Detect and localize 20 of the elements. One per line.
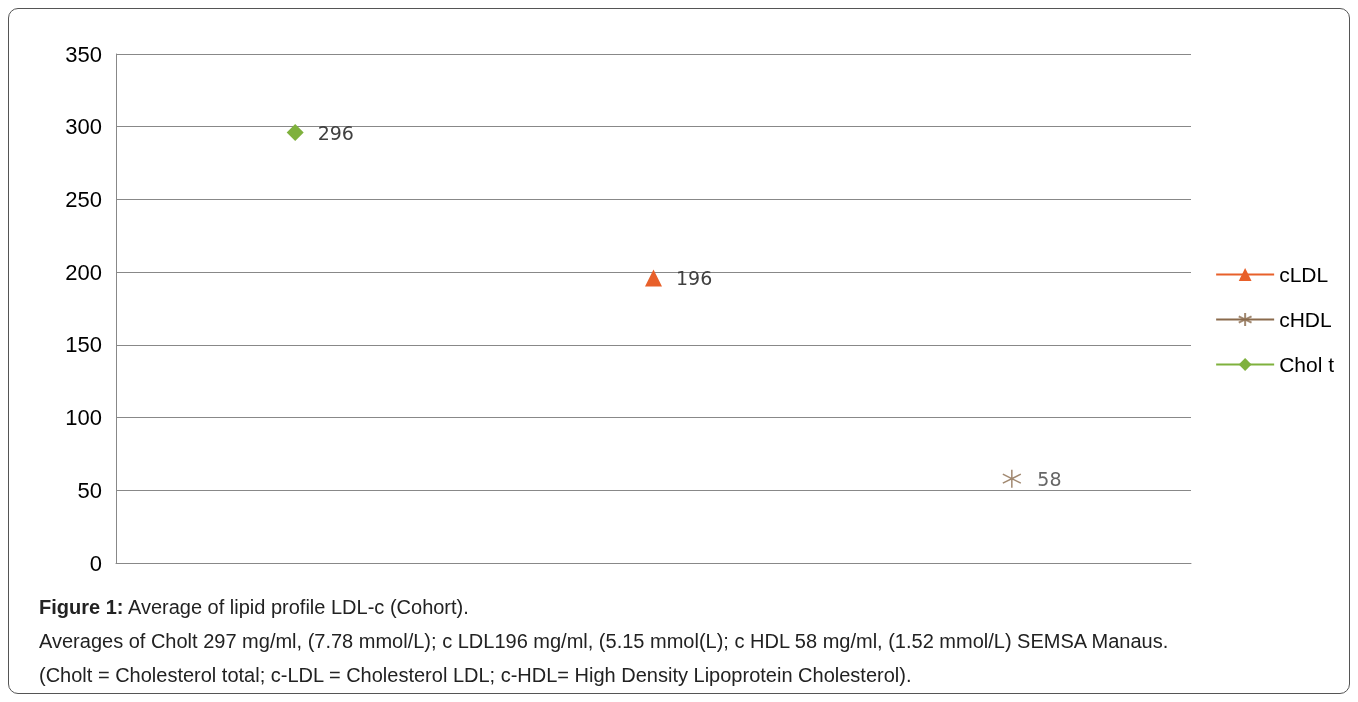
y-tick-label: 300 bbox=[65, 114, 102, 140]
point bbox=[286, 124, 304, 142]
y-tick-label: 350 bbox=[65, 41, 102, 67]
point bbox=[645, 269, 662, 287]
legend-label: Chol t bbox=[1279, 353, 1335, 376]
data-label: 58 bbox=[1037, 467, 1062, 490]
caption: Figure 1: Average of lipid profile LDL-c (Cohort). bbox=[39, 596, 469, 618]
data-label: 196 bbox=[676, 266, 713, 289]
legend-label: cLDL bbox=[1279, 263, 1329, 286]
point bbox=[1002, 468, 1022, 489]
y-tick-label: 250 bbox=[65, 186, 102, 212]
text: Averages of Cholt 297 mg/ml, (7.78 mmol/L); c LDL196 mg/ml, (5.15 mmol(L); c HDL 58 mg/ml, (1.52 mmol/L) SEMSA Manaus. bbox=[39, 630, 1169, 652]
y-tick-label: 200 bbox=[65, 259, 102, 285]
legend-label: cHDL bbox=[1279, 308, 1332, 331]
y-tick-label: 150 bbox=[65, 332, 102, 358]
data-label: 296 bbox=[317, 121, 354, 144]
y-tick-label: 0 bbox=[89, 550, 102, 576]
y-tick-label: 50 bbox=[77, 477, 102, 503]
y-tick-label: 100 bbox=[65, 405, 102, 431]
text: (Cholt = Cholesterol total; c-LDL = Cholesterol LDL; c-HDL= High Density Lipoprotein Cholesterol). bbox=[39, 664, 912, 686]
